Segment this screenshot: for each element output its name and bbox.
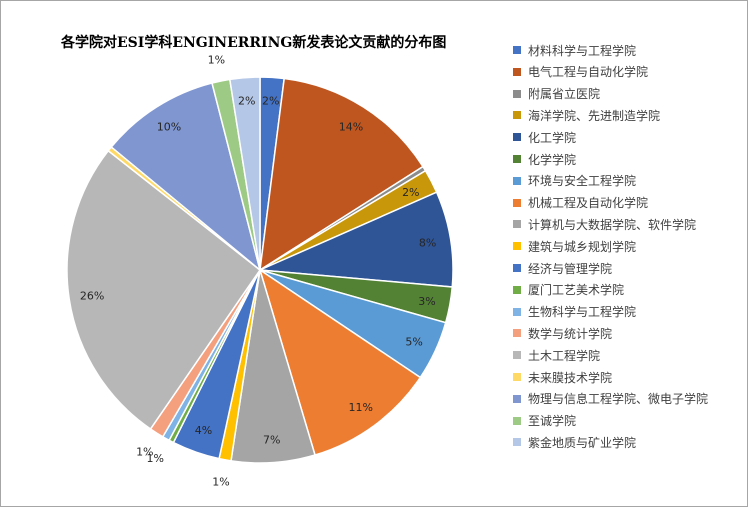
legend-item: 电气工程与自动化学院 bbox=[513, 63, 648, 81]
legend-label: 土木工程学院 bbox=[528, 348, 601, 363]
legend-swatch bbox=[513, 111, 521, 120]
legend-label: 海洋学院、先进制造学院 bbox=[528, 108, 661, 123]
legend-swatch bbox=[513, 242, 521, 251]
legend-item: 未来膜技术学院 bbox=[513, 368, 612, 386]
legend-swatch bbox=[513, 89, 521, 98]
legend-swatch bbox=[513, 351, 521, 360]
slice-data-label: 1% bbox=[146, 452, 163, 465]
legend-swatch bbox=[513, 394, 521, 403]
legend-label: 生物科学与工程学院 bbox=[528, 305, 637, 320]
slice-data-label: 2% bbox=[238, 95, 255, 108]
slice-data-label: 26% bbox=[80, 290, 104, 303]
legend-swatch bbox=[513, 176, 521, 185]
legend-item: 材料科学与工程学院 bbox=[513, 41, 636, 59]
legend-label: 建筑与城乡规划学院 bbox=[528, 239, 637, 254]
legend-swatch bbox=[513, 133, 521, 142]
legend-item: 生物科学与工程学院 bbox=[513, 303, 636, 321]
slice-data-label: 2% bbox=[402, 186, 419, 199]
legend-label: 物理与信息工程学院、微电子学院 bbox=[528, 392, 709, 407]
legend-label: 机械工程及自动化学院 bbox=[528, 196, 649, 211]
legend-item: 经济与管理学院 bbox=[513, 259, 612, 277]
legend-item: 紫金地质与矿业学院 bbox=[513, 433, 636, 451]
slice-data-label: 11% bbox=[348, 401, 372, 414]
slice-data-label: 8% bbox=[419, 236, 436, 249]
pie-slice bbox=[110, 82, 262, 273]
slice-data-label: 1% bbox=[136, 446, 153, 459]
legend-swatch bbox=[513, 220, 521, 229]
legend-label: 未来膜技术学院 bbox=[528, 370, 613, 385]
legend-swatch bbox=[513, 155, 521, 163]
legend-swatch bbox=[513, 438, 521, 447]
legend-label: 电气工程与自动化学院 bbox=[528, 65, 649, 80]
chart-title: 各学院对ESI学科ENGINERRING新发表论文贡献的分布图 bbox=[61, 35, 447, 51]
pie-slice bbox=[259, 77, 424, 272]
legend-item: 厦门工艺美术学院 bbox=[513, 281, 624, 299]
legend-swatch bbox=[513, 264, 521, 272]
legend-item: 环境与安全工程学院 bbox=[513, 172, 636, 190]
pie-slice bbox=[228, 76, 261, 271]
legend-item: 数学与统计学院 bbox=[513, 324, 612, 342]
pie-slice bbox=[259, 191, 454, 288]
legend-swatch bbox=[513, 67, 521, 76]
legend-item: 机械工程及自动化学院 bbox=[513, 194, 648, 212]
legend-label: 厦门工艺美术学院 bbox=[528, 283, 625, 298]
legend-item: 海洋学院、先进制造学院 bbox=[513, 106, 660, 124]
legend-label: 附属省立医院 bbox=[528, 87, 601, 102]
legend-swatch bbox=[513, 416, 521, 425]
legend-item: 至诚学院 bbox=[513, 412, 576, 430]
slice-data-label: 1% bbox=[208, 54, 225, 67]
legend-label: 化工学院 bbox=[528, 130, 577, 145]
pie-slice bbox=[258, 268, 422, 456]
legend-label: 至诚学院 bbox=[528, 414, 577, 429]
legend-swatch bbox=[513, 46, 521, 54]
legend-label: 计算机与大数据学院、软件学院 bbox=[528, 217, 697, 232]
legend-item: 化工学院 bbox=[513, 128, 576, 146]
slice-data-label: 3% bbox=[418, 295, 435, 308]
pie-slice bbox=[66, 149, 262, 430]
legend-label: 材料科学与工程学院 bbox=[528, 43, 637, 58]
slice-data-label: 1% bbox=[212, 475, 229, 488]
legend-item: 物理与信息工程学院、微电子学院 bbox=[513, 390, 708, 408]
slice-data-label: 10% bbox=[157, 121, 181, 134]
legend-swatch bbox=[513, 285, 521, 294]
legend-label: 经济与管理学院 bbox=[528, 261, 613, 276]
slice-data-label: 5% bbox=[405, 335, 422, 348]
legend-item: 建筑与城乡规划学院 bbox=[513, 237, 636, 255]
legend-label: 数学与统计学院 bbox=[528, 326, 613, 341]
legend-item: 计算机与大数据学院、软件学院 bbox=[513, 215, 696, 233]
legend-swatch bbox=[513, 307, 521, 316]
legend-item: 土木工程学院 bbox=[513, 346, 600, 364]
legend-label: 环境与安全工程学院 bbox=[528, 174, 637, 189]
legend-item: 附属省立医院 bbox=[513, 85, 600, 103]
legend-swatch bbox=[513, 373, 521, 381]
legend-swatch bbox=[513, 329, 521, 338]
legend-swatch bbox=[513, 198, 521, 207]
legend-label: 化学学院 bbox=[528, 152, 577, 167]
slice-data-label: 14% bbox=[339, 121, 363, 134]
slice-data-label: 4% bbox=[195, 424, 212, 437]
slice-data-label: 2% bbox=[262, 95, 279, 108]
legend-item: 化学学院 bbox=[513, 150, 576, 168]
slice-data-label: 7% bbox=[263, 433, 280, 446]
legend-label: 紫金地质与矿业学院 bbox=[528, 435, 637, 450]
